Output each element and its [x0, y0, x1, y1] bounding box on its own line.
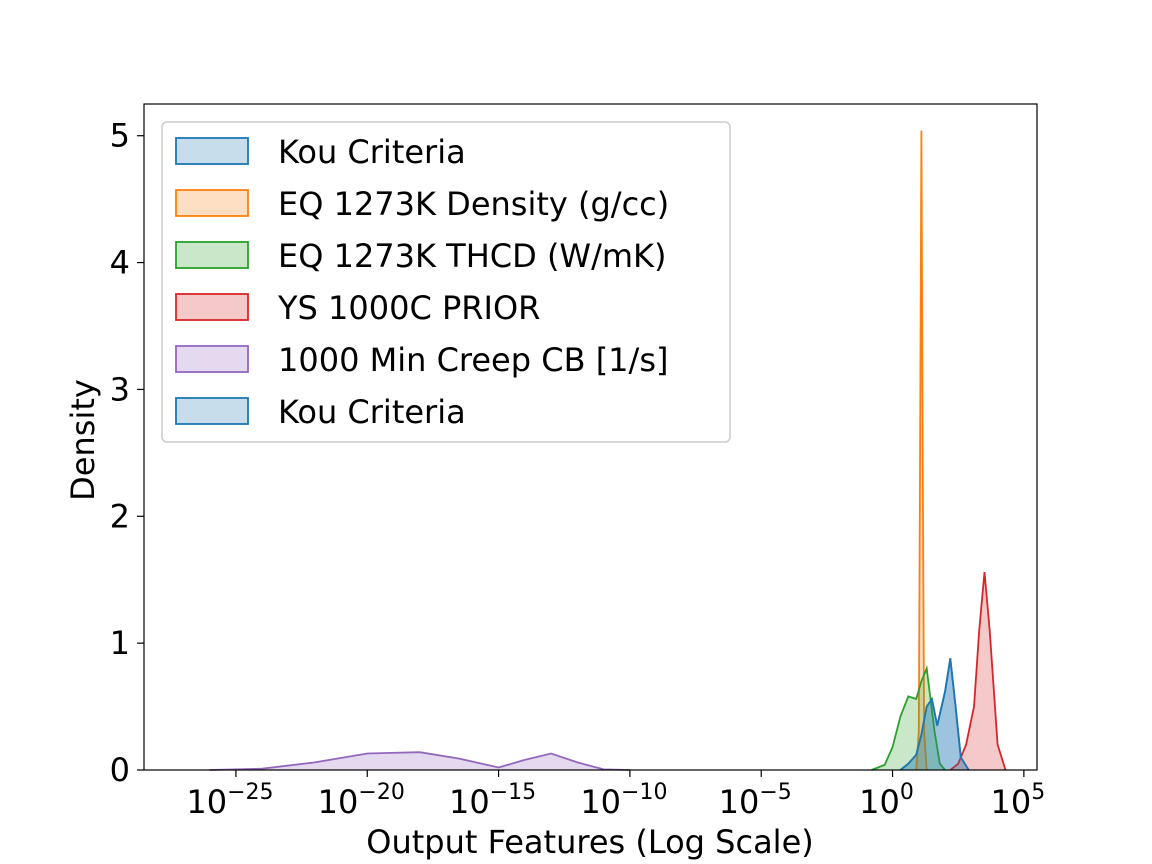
legend-label: YS 1000C PRIOR — [277, 289, 540, 327]
series-layer — [209, 130, 1007, 771]
series-area-1 — [916, 130, 927, 771]
y-tick-label: 4 — [110, 244, 130, 282]
y-tick-label: 1 — [110, 624, 130, 662]
y-tick-label: 5 — [110, 117, 130, 155]
legend-label: 1000 Min Creep CB [1/s] — [278, 341, 668, 379]
y-axis-ticks: 0 1 2 3 4 5 — [110, 117, 144, 789]
legend-label: EQ 1273K Density (g/cc) — [278, 185, 669, 223]
series-line-4 — [209, 751, 630, 771]
legend-swatch — [175, 137, 249, 165]
series-area-2 — [871, 668, 946, 770]
series-area-4 — [209, 752, 630, 770]
x-tick-label: 105 — [991, 780, 1046, 821]
series-area-3 — [950, 572, 1006, 770]
plot-frame — [143, 103, 1038, 771]
x-tick-label: 10−10 — [580, 780, 667, 821]
x-tick-label: 10−5 — [719, 780, 792, 821]
legend: Kou Criteria EQ 1273K Density (g/cc) EQ 12… — [161, 121, 731, 443]
legend-label: Kou Criteria — [278, 393, 466, 431]
x-axis-label: Output Features (Log Scale) — [366, 823, 813, 861]
legend-swatch — [175, 397, 249, 425]
x-tick-label: 100 — [859, 780, 914, 821]
legend-swatch — [175, 189, 249, 217]
x-tick-label: 10−20 — [318, 780, 405, 821]
y-tick-label: 2 — [110, 497, 130, 535]
series-line-5 — [899, 658, 970, 771]
x-axis-ticks: 10−25 10−20 10−15 10−10 10−5 100 105 — [186, 770, 1045, 821]
legend-swatch — [175, 293, 249, 321]
legend-label: EQ 1273K THCD (W/mK) — [278, 237, 666, 275]
y-tick-label: 0 — [110, 751, 130, 789]
y-tick-label: 3 — [110, 370, 130, 408]
legend-frame — [161, 121, 731, 443]
legend-swatch — [175, 241, 249, 269]
legend-label: Kou Criteria — [278, 133, 466, 171]
x-tick-label: 10−25 — [186, 780, 273, 821]
series-line-1 — [915, 130, 928, 771]
legend-swatch — [175, 345, 249, 373]
x-tick-label: 10−15 — [449, 780, 536, 821]
series-line-2 — [871, 665, 946, 771]
y-axis-label: Density — [64, 379, 102, 501]
